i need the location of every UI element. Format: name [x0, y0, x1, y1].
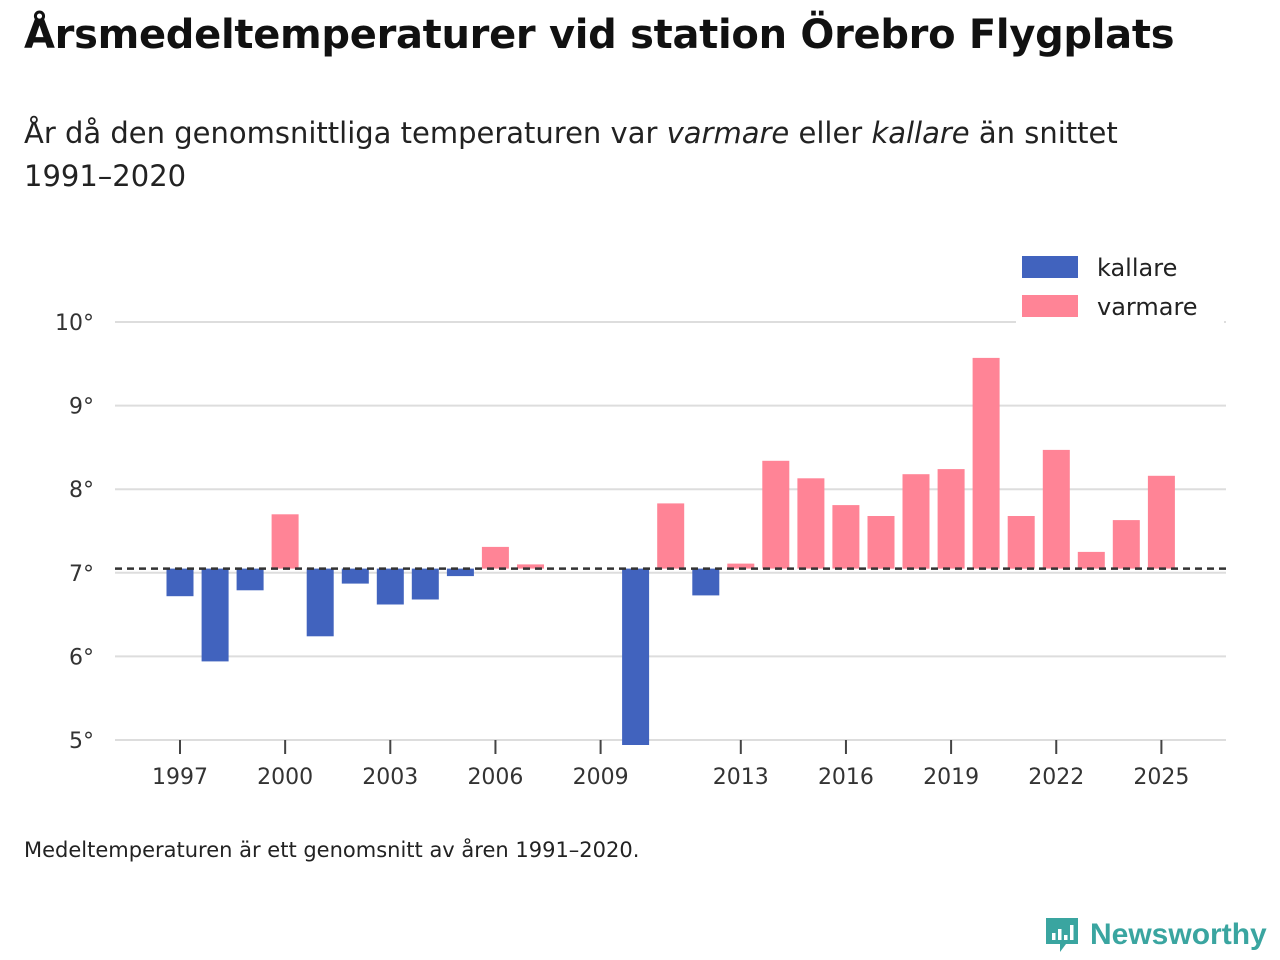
bar-2017 [867, 516, 895, 569]
x-tick-label: 2019 [923, 765, 979, 790]
bar-2006 [481, 546, 509, 569]
subtitle-middle: eller [789, 116, 872, 150]
bar-2004 [411, 568, 439, 600]
x-tick-label: 2025 [1133, 765, 1189, 790]
y-tick-label: 8° [69, 478, 94, 503]
bar-2013 [727, 563, 755, 569]
bar-2011 [657, 503, 685, 569]
bar-2025 [1147, 475, 1175, 569]
bar-1999 [236, 568, 264, 591]
legend-label-warmer: varmare [1097, 293, 1198, 321]
brand-logo[interactable]: Newsworthy [1042, 915, 1267, 955]
x-tick-label: 2016 [818, 765, 874, 790]
subtitle-prefix: År då den genomsnittliga temperaturen va… [24, 116, 667, 150]
bar-2002 [341, 568, 369, 584]
gridlines: 5° 6° 7° 8° 9° 10° [55, 311, 1226, 754]
y-tick-label: 9° [69, 395, 94, 420]
footnote: Medeltemperaturen är ett genomsnitt av å… [24, 838, 640, 862]
chart-title: Årsmedeltemperaturer vid station Örebro … [24, 12, 1175, 58]
bar-2019 [937, 469, 965, 569]
y-tick-label: 6° [69, 645, 94, 670]
bar-2021 [1007, 516, 1035, 569]
bar-2007 [517, 564, 544, 569]
chart-subtitle: År då den genomsnittliga temperaturen va… [24, 112, 1204, 198]
bars [166, 357, 1175, 745]
legend: kallare varmare [1016, 249, 1224, 326]
subtitle-colder: kallare [871, 116, 970, 150]
bar-2015 [797, 478, 825, 569]
y-tick-label: 5° [69, 729, 94, 754]
bar-2010 [622, 568, 650, 745]
x-tick-label: 2013 [713, 765, 769, 790]
bar-1998 [201, 568, 229, 662]
bar-2014 [762, 460, 790, 569]
x-tick-label: 2003 [362, 765, 418, 790]
y-tick-label: 10° [55, 311, 94, 336]
x-axis: 1997 2000 2003 2006 2009 2013 2016 2019 2022 2025 [152, 740, 1189, 790]
bar-2018 [902, 474, 930, 569]
subtitle-warmer: varmare [666, 116, 790, 150]
bar-2023 [1077, 551, 1105, 569]
legend-label-colder: kallare [1097, 254, 1177, 282]
newsworthy-logo-icon [1046, 918, 1078, 952]
y-tick-label: 7° [69, 562, 94, 587]
x-tick-label: 2000 [257, 765, 313, 790]
bar-2005 [446, 568, 474, 577]
bar-2022 [1042, 449, 1070, 569]
x-tick-label: 2009 [573, 765, 629, 790]
legend-swatch-warmer [1022, 295, 1078, 317]
bar-1997 [166, 568, 194, 597]
x-tick-label: 2022 [1028, 765, 1084, 790]
x-tick-label: 2006 [467, 765, 523, 790]
bar-2001 [306, 568, 334, 637]
legend-swatch-colder [1022, 256, 1078, 278]
bar-2000 [271, 514, 299, 569]
bar-2020 [972, 357, 1000, 569]
bar-2016 [832, 505, 860, 569]
subtitle-suffix: än snittet 1991–2020 [24, 116, 1118, 193]
bar-2012 [692, 568, 720, 596]
brand-name: Newsworthy [1090, 918, 1267, 951]
temperature-bar-chart: 5° 6° 7° 8° 9° 10° 1997 2000 2003 2006 2009 2013 20… [55, 249, 1226, 790]
bar-2003 [376, 568, 404, 605]
bar-2024 [1112, 520, 1140, 569]
x-tick-label: 1997 [152, 765, 208, 790]
